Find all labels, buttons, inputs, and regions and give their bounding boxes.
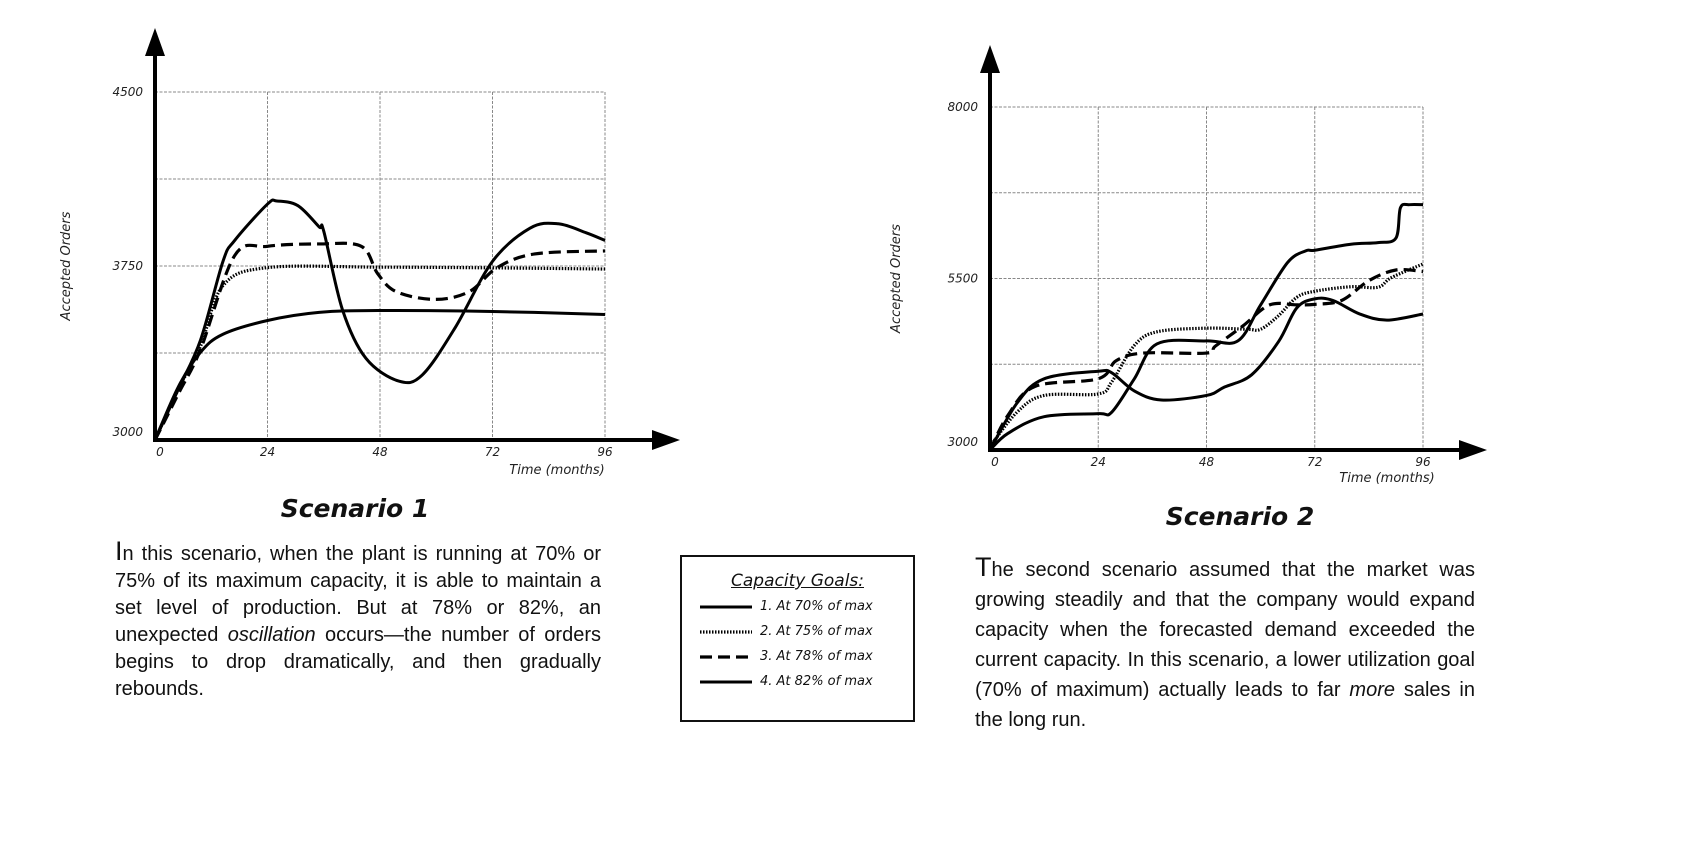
text-segment: sales in the long run. [975, 679, 1475, 731]
scenario-1-title: Scenario 1 [280, 494, 430, 523]
legend-line-sample [700, 680, 752, 684]
text-segment: he second scenario assumed that the mark… [975, 559, 1475, 701]
y-axis-label: Accepted Orders [59, 211, 74, 321]
text-emphasis: more [1349, 679, 1395, 701]
x-tick-label: 24 [1091, 455, 1106, 469]
x-tick-label: 72 [485, 445, 500, 459]
series-line-4 [153, 198, 606, 441]
x-axis-label: Time (months) [509, 463, 604, 478]
chart-2: 0 24 48 72 96 3000 5500 8000 Accepted Orders Time… [889, 45, 1487, 486]
legend-item: 4. At 82% of max [700, 673, 913, 691]
legend-label: 2. At 75% of max [760, 624, 873, 639]
x-tick-label: 96 [1415, 455, 1431, 469]
x-axis-arrow-icon [652, 430, 680, 450]
legend-line-sample [700, 605, 752, 609]
legend-title: Capacity Goals: [731, 571, 864, 591]
series-line-2 [988, 262, 1424, 448]
legend-line-sample [700, 655, 752, 659]
series-line-4 [988, 296, 1424, 451]
y-tick-label: 4500 [112, 85, 143, 99]
text-emphasis: oscillation [227, 624, 316, 646]
x-axis-label: Time (months) [1339, 471, 1434, 486]
scenario-2-title: Scenario 2 [1165, 502, 1315, 531]
chart-1: 0 24 48 72 96 3000 3750 4500 Accepted Orders Time… [59, 28, 680, 478]
x-tick-label: 24 [260, 445, 275, 459]
legend-item: 1. At 70% of max [700, 598, 913, 616]
y-axis-arrow-icon [980, 45, 1000, 73]
series-line-3 [153, 241, 606, 441]
text-segment: occurs—the number of orders begins to dr… [115, 624, 601, 700]
legend-rows: 1. At 70% of max 2. At 75% of max 3. At 78… [682, 598, 913, 691]
y-tick-label: 5500 [947, 272, 978, 286]
series-line-3 [988, 267, 1424, 451]
drop-cap: T [975, 552, 992, 582]
x-tick-label: 72 [1307, 455, 1322, 469]
y-tick-label: 3000 [112, 425, 143, 439]
y-tick-label: 3000 [947, 435, 978, 449]
y-axis-label: Accepted Orders [889, 224, 904, 334]
text-segment: n this scenario, when the plant is runni… [115, 543, 601, 646]
legend-line-sample [700, 630, 752, 634]
x-tick-label: 48 [1199, 455, 1215, 469]
x-tick-label: 48 [372, 445, 388, 459]
x-tick-label: 0 [156, 445, 164, 459]
legend-label: 1. At 70% of max [760, 599, 873, 614]
legend-label: 3. At 78% of max [760, 649, 873, 664]
drop-cap: I [115, 536, 123, 566]
y-tick-label: 3750 [112, 259, 143, 273]
legend-item: 3. At 78% of max [700, 648, 913, 666]
legend-item: 2. At 75% of max [700, 623, 913, 641]
x-tick-label: 0 [991, 455, 999, 469]
y-tick-label: 8000 [947, 100, 978, 114]
scenario-2-text: The second scenario assumed that the mar… [975, 552, 1475, 735]
x-axis-arrow-icon [1459, 440, 1487, 460]
series-line-1 [988, 202, 1424, 452]
legend: Capacity Goals: 1. At 70% of max 2. At 75… [680, 555, 915, 722]
y-axis-arrow-icon [145, 28, 165, 56]
scenario-1-text: In this scenario, when the plant is runn… [115, 538, 601, 703]
x-tick-label: 96 [597, 445, 613, 459]
legend-label: 4. At 82% of max [760, 674, 873, 689]
